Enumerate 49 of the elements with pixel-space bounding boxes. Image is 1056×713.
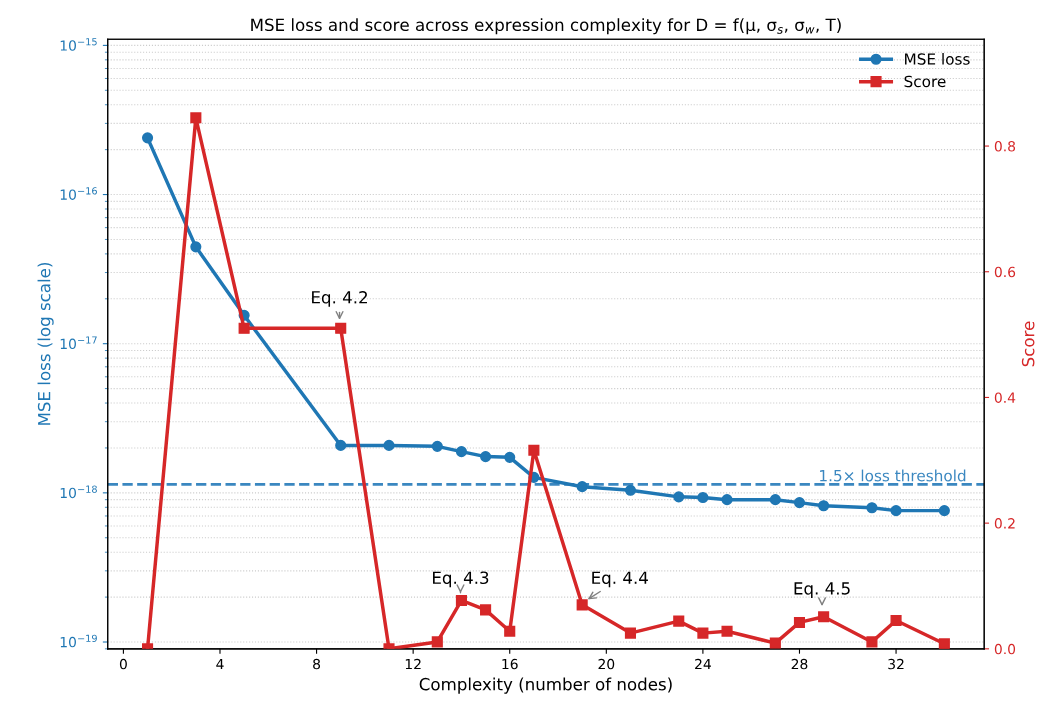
y-tick-label: 10$^{−16}$ bbox=[60, 187, 97, 200]
x-tick-label: 8 bbox=[313, 658, 321, 670]
point bbox=[190, 241, 202, 253]
x-axis-title: Complexity (number of nodes) bbox=[419, 677, 672, 694]
y-tick-label: 10$^{−17}$ bbox=[60, 336, 97, 350]
point bbox=[721, 494, 733, 506]
y2-tick-label: 0.6 bbox=[994, 266, 1016, 278]
point bbox=[673, 491, 685, 503]
y2-axis-title: Score bbox=[1021, 321, 1035, 367]
point bbox=[141, 132, 154, 144]
x-tick-label: 24 bbox=[695, 658, 711, 670]
point bbox=[890, 505, 902, 517]
x-tick-label: 16 bbox=[502, 658, 518, 670]
point bbox=[383, 439, 395, 451]
point bbox=[866, 502, 878, 514]
point bbox=[793, 497, 806, 509]
y-tick-label: 10$^{−15}$ bbox=[60, 38, 97, 51]
point bbox=[818, 500, 830, 512]
y-tick-label: 10$^{−18}$ bbox=[60, 485, 97, 499]
x-tick-label: 0 bbox=[119, 658, 127, 670]
point bbox=[480, 451, 492, 463]
point bbox=[938, 505, 950, 517]
point bbox=[335, 439, 347, 451]
point bbox=[769, 494, 781, 506]
point bbox=[431, 440, 443, 452]
y-axis-title: MSE loss (log scale) bbox=[37, 262, 54, 425]
point bbox=[697, 491, 709, 504]
legend-label: Score bbox=[904, 75, 946, 88]
y2-tick-label: 0.8 bbox=[994, 141, 1016, 152]
point bbox=[624, 484, 637, 496]
x-tick-label: 32 bbox=[888, 658, 904, 670]
x-tick-label: 12 bbox=[405, 658, 421, 670]
point bbox=[504, 451, 516, 463]
x-tick-label: 28 bbox=[791, 658, 808, 670]
y-tick-label: 10$^{−19}$ bbox=[60, 634, 97, 648]
legend-label: MSE loss bbox=[905, 52, 970, 65]
point bbox=[576, 481, 588, 493]
point bbox=[455, 446, 467, 458]
annotation: Eq. 4.4 bbox=[592, 571, 648, 588]
annotation: Eq. 4.3 bbox=[433, 571, 489, 588]
ref-line-label: 1.5× loss threshold bbox=[820, 469, 966, 482]
y2-tick-label: 0.4 bbox=[994, 392, 1016, 403]
annotation: Eq. 4.5 bbox=[794, 582, 850, 598]
y2-tick-label: 0.0 bbox=[994, 643, 1016, 655]
x-tick-label: 4 bbox=[216, 658, 224, 670]
annotation: Eq. 4.2 bbox=[312, 291, 367, 307]
y2-tick-label: 0.2 bbox=[994, 518, 1015, 529]
chart-title: MSE loss and score across expression complexity for D = f(μ, σ$_{s}$, σ$_{w}$, T) bbox=[251, 18, 841, 35]
x-tick-label: 20 bbox=[598, 658, 615, 670]
